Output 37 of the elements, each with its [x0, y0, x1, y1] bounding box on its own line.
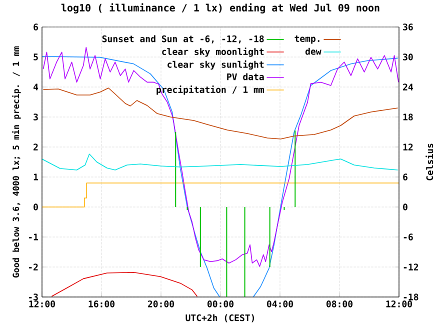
x-axis-title: UTC+2h (CEST)	[186, 314, 254, 322]
y-tick-label: -1	[28, 234, 38, 240]
y2-tick-label: 30	[403, 54, 413, 60]
x-tick-label: 20:00	[148, 300, 174, 308]
y-tick-label: 0	[34, 204, 38, 210]
y-tick-label: -3	[28, 294, 38, 300]
y-tick-label: 6	[34, 24, 38, 30]
y2-tick-label: 24	[403, 84, 413, 90]
y-tick-label: -2	[28, 264, 38, 270]
y2-tick-label: 36	[403, 24, 413, 30]
y-tick-label: 4	[34, 84, 38, 90]
x-tick-label: 08:00	[326, 300, 353, 308]
legend-label: Sunset and Sun at -6, -12, -18	[102, 35, 264, 44]
legend-label: dew	[305, 48, 322, 55]
y-tick-label: 2	[34, 144, 38, 150]
x-tick-label: 16:00	[88, 300, 115, 308]
legend-label: clear sky moonlight	[162, 48, 264, 57]
y-tick-label: 3	[34, 114, 38, 120]
y-axis-title: Good below 3.6, 4000 lx; 5 min precip. / 1 mm	[12, 46, 21, 278]
y2-tick-label: -6	[404, 234, 413, 240]
y2-tick-label: 6	[403, 174, 408, 180]
y2-axis-title: Celsius	[426, 144, 434, 180]
x-tick-label: 12:00	[386, 300, 412, 308]
legend-label: temp.	[294, 36, 320, 44]
chart-title: log10 ( illuminance / 1 lx) ending at Wed Jul 09 noon	[61, 3, 380, 14]
x-tick-label: 00:00	[207, 300, 234, 308]
y-tick-label: 5	[34, 54, 38, 60]
x-tick-label: 12:00	[29, 300, 56, 308]
y2-tick-label: 0	[403, 204, 408, 210]
y-tick-label: 1	[34, 174, 38, 180]
y2-tick-label: 18	[403, 114, 413, 120]
y2-tick-label: 12	[403, 144, 413, 150]
legend-label: clear sky sunlight	[168, 60, 264, 70]
y2-tick-label: -12	[404, 264, 418, 270]
x-tick-label: 04:00	[266, 300, 294, 308]
legend-label: PV data	[227, 73, 264, 80]
y2-tick-label: -18	[404, 294, 418, 300]
